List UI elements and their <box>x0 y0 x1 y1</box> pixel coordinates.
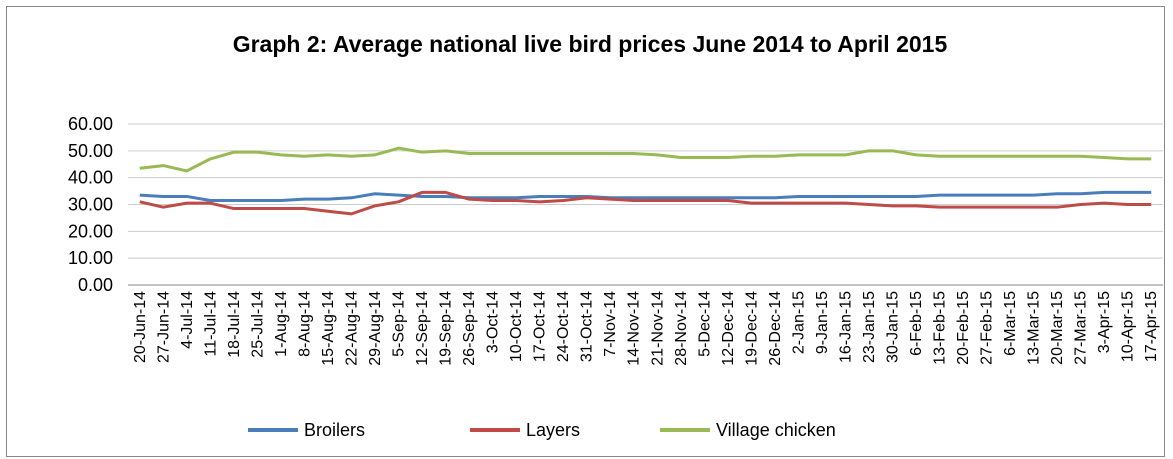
x-tick-label: 11-Jul-14 <box>202 291 219 357</box>
x-tick-label: 10-Apr-15 <box>1120 291 1137 362</box>
line-series <box>139 190 1152 202</box>
x-tick-label: 19-Dec-14 <box>743 291 760 366</box>
x-tick-label: 26-Dec-14 <box>767 291 784 366</box>
x-tick-label: 6-Feb-15 <box>908 291 925 356</box>
x-tick-label: 20-Jun-14 <box>132 291 149 363</box>
x-tick-label: 28-Nov-14 <box>673 291 690 366</box>
legend-label: Village chicken <box>716 420 836 440</box>
x-tick-label: 27-Jun-14 <box>155 291 172 363</box>
x-tick-label: 1-Aug-14 <box>273 291 290 357</box>
x-tick-label: 19-Sep-14 <box>438 291 455 366</box>
x-tick-label: 27-Mar-15 <box>1073 291 1090 365</box>
y-tick-label: 10.00 <box>68 248 113 268</box>
x-tick-label: 16-Jan-15 <box>837 291 854 363</box>
line-series <box>139 146 1152 173</box>
x-tick-label: 21-Nov-14 <box>649 291 666 366</box>
x-tick-label: 13-Feb-15 <box>932 291 949 365</box>
x-tick-label: 14-Nov-14 <box>626 291 643 366</box>
x-tick-label: 27-Feb-15 <box>979 291 996 365</box>
x-tick-label: 8-Aug-14 <box>296 291 313 357</box>
y-tick-label: 20.00 <box>68 221 113 241</box>
x-tick-label: 17-Oct-14 <box>532 291 549 362</box>
x-tick-label: 31-Oct-14 <box>579 291 596 362</box>
x-tick-label: 5-Dec-14 <box>696 291 713 357</box>
x-tick-label: 13-Mar-15 <box>1026 291 1043 365</box>
chart-frame <box>6 6 1165 457</box>
y-tick-label: 0.00 <box>78 275 113 295</box>
x-tick-label: 12-Dec-14 <box>720 291 737 366</box>
x-tick-label: 18-Jul-14 <box>226 291 243 358</box>
x-tick-label: 2-Jan-15 <box>790 291 807 354</box>
x-tick-label: 10-Oct-14 <box>508 291 525 362</box>
x-tick-label: 17-Apr-15 <box>1143 291 1160 362</box>
line-series <box>139 190 1152 216</box>
chart-title: Graph 2: Average national live bird pric… <box>232 31 948 57</box>
x-tick-label: 29-Aug-14 <box>367 291 384 366</box>
x-tick-label: 6-Mar-15 <box>1002 291 1019 356</box>
x-tick-label: 4-Jul-14 <box>179 291 196 349</box>
x-tick-label: 7-Nov-14 <box>602 291 619 357</box>
legend-label: Broilers <box>304 420 365 440</box>
x-tick-label: 12-Sep-14 <box>414 291 431 366</box>
x-tick-label: 25-Jul-14 <box>249 291 266 358</box>
x-tick-label: 24-Oct-14 <box>555 291 572 362</box>
x-tick-label: 23-Jan-15 <box>861 291 878 363</box>
x-tick-label: 5-Sep-14 <box>391 291 408 357</box>
x-tick-label: 20-Mar-15 <box>1049 291 1066 365</box>
x-tick-label: 9-Jan-15 <box>814 291 831 354</box>
legend-label: Layers <box>526 420 580 440</box>
x-tick-label: 3-Apr-15 <box>1096 291 1113 353</box>
x-tick-label: 15-Aug-14 <box>320 291 337 366</box>
y-tick-label: 50.00 <box>68 141 113 161</box>
x-tick-label: 30-Jan-15 <box>884 291 901 363</box>
x-tick-label: 20-Feb-15 <box>955 291 972 365</box>
y-tick-label: 60.00 <box>68 114 113 134</box>
y-tick-label: 40.00 <box>68 168 113 188</box>
x-tick-label: 26-Sep-14 <box>461 291 478 366</box>
x-tick-label: 22-Aug-14 <box>343 291 360 366</box>
y-tick-label: 30.00 <box>68 195 113 215</box>
x-tick-label: 3-Oct-14 <box>485 291 502 353</box>
